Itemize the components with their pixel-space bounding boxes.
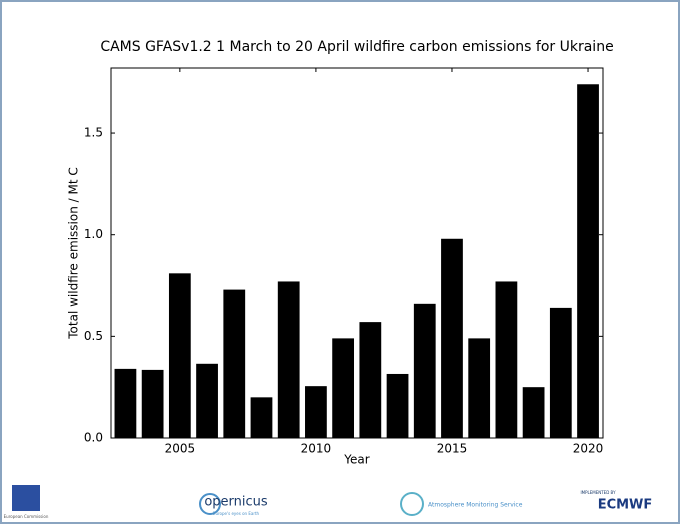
- y-tick-label: 1.5: [84, 126, 103, 140]
- logo-text: Atmosphere Monitoring Service: [428, 502, 523, 509]
- bar: [277, 281, 300, 438]
- y-tick-label: 1.0: [84, 227, 103, 241]
- x-tick-label: 2005: [165, 442, 196, 456]
- bar: [141, 369, 164, 438]
- bar: [168, 273, 191, 438]
- bar: [495, 281, 518, 438]
- bar: [223, 289, 246, 438]
- plot-frame: [110, 67, 604, 439]
- chart-title: CAMS GFASv1.2 1 March to 20 April wildfi…: [100, 39, 613, 55]
- bar: [522, 387, 545, 438]
- logo-text: ECMWF: [598, 498, 653, 513]
- bar: [577, 84, 599, 438]
- logo-text: IMPLEMENTED BY: [580, 490, 616, 495]
- bar: [305, 386, 327, 438]
- bar: [386, 373, 409, 438]
- bar: [196, 363, 218, 438]
- y-axis-label: Total wildfire emission / Mt C: [67, 167, 81, 339]
- bar: [413, 303, 436, 438]
- bar: [441, 238, 463, 438]
- footer: European Commission opernicus Europe's e…: [4, 485, 653, 519]
- logo-text: opernicus: [204, 495, 268, 510]
- eu-flag: [12, 485, 40, 511]
- logo-text: Europe's eyes on Earth: [213, 511, 260, 516]
- y-tick-label: 0.0: [84, 431, 103, 445]
- bar: [359, 322, 382, 438]
- bar: [549, 307, 572, 438]
- y-tick-label: 0.5: [84, 329, 103, 343]
- x-tick-label: 2015: [437, 442, 468, 456]
- logo-icon: [199, 493, 221, 515]
- bar: [468, 338, 491, 438]
- logo-text: European Commission: [4, 514, 49, 519]
- bar: [250, 397, 273, 438]
- bar: [114, 368, 137, 438]
- x-axis-label: Year: [343, 453, 369, 467]
- x-tick-label: 2020: [573, 442, 604, 456]
- bar: [332, 338, 355, 438]
- x-tick-label: 2010: [301, 442, 332, 456]
- logo-icon: [400, 492, 424, 516]
